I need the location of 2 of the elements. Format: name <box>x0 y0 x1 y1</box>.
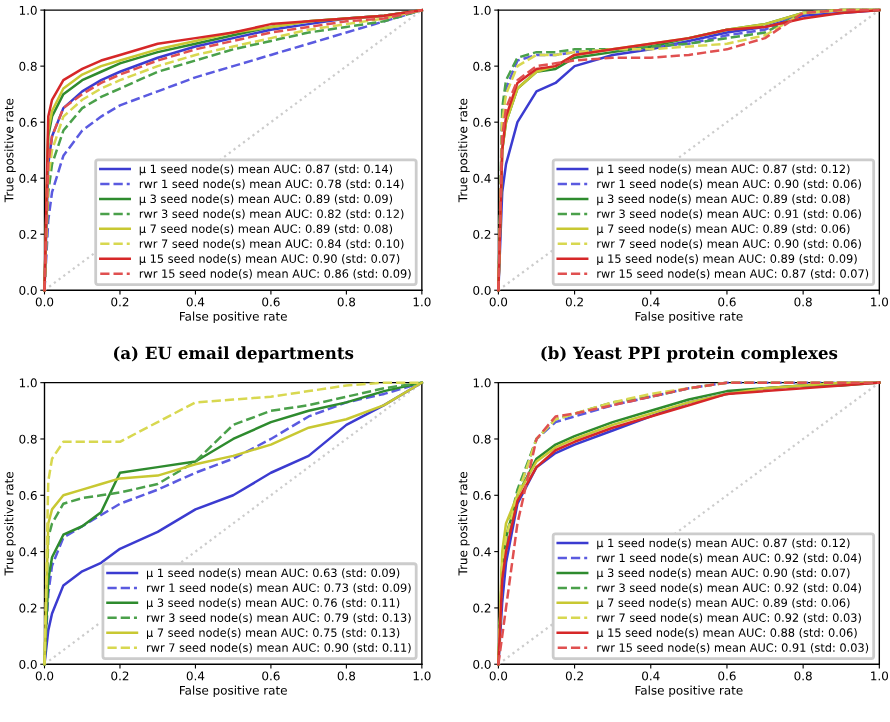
text: (a) EU email departments <box>113 346 354 363</box>
text: (b) Yeast PPI protein complexes <box>541 346 838 363</box>
